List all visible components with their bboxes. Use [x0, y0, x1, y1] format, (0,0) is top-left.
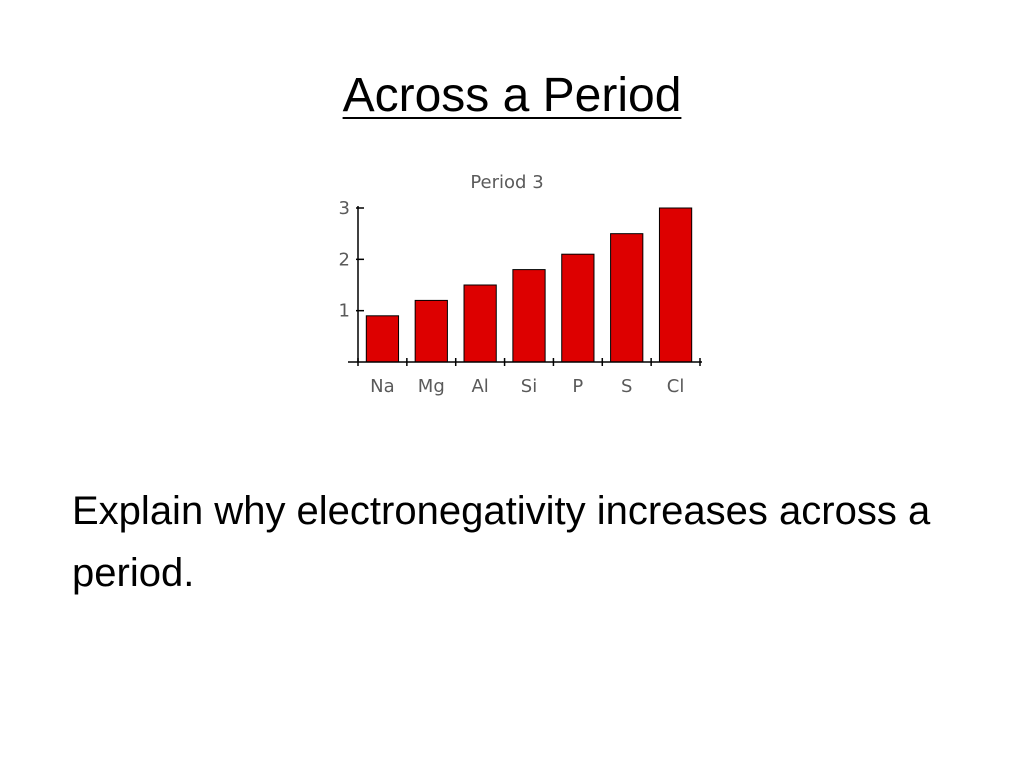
bar-al	[463, 284, 497, 363]
bar-p	[561, 253, 595, 363]
x-tick-label: Na	[370, 376, 395, 397]
x-tick-label: Mg	[418, 376, 445, 397]
x-tick-label: S	[621, 376, 632, 397]
bar-si	[512, 269, 546, 363]
slide-title: Across a Period	[342, 69, 682, 122]
y-tick-label: 3	[339, 198, 350, 219]
bar-na	[365, 315, 400, 363]
bar-mg	[414, 299, 448, 363]
bar-cl	[658, 207, 693, 363]
x-tick-label: Al	[471, 376, 488, 397]
x-axis: Na Mg Al Si P S Cl	[348, 358, 702, 397]
x-tick-label: Cl	[667, 376, 685, 397]
chart-canvas: Period 3 1 2 3 Na Mg Al Si P S Cl	[339, 172, 702, 397]
y-tick-label: 2	[339, 249, 350, 270]
bars-group	[365, 207, 693, 363]
bar-s	[610, 233, 644, 363]
chart-title: Period 3	[470, 172, 543, 193]
x-tick-label: Si	[521, 376, 537, 397]
electronegativity-chart: Period 3 1 2 3 Na Mg Al Si P S Cl	[320, 164, 720, 414]
question-text: Explain why electronegativity increases …	[72, 489, 931, 595]
x-tick-label: P	[572, 376, 583, 397]
y-tick-label: 1	[339, 301, 350, 322]
y-axis: 1 2 3	[339, 198, 364, 362]
